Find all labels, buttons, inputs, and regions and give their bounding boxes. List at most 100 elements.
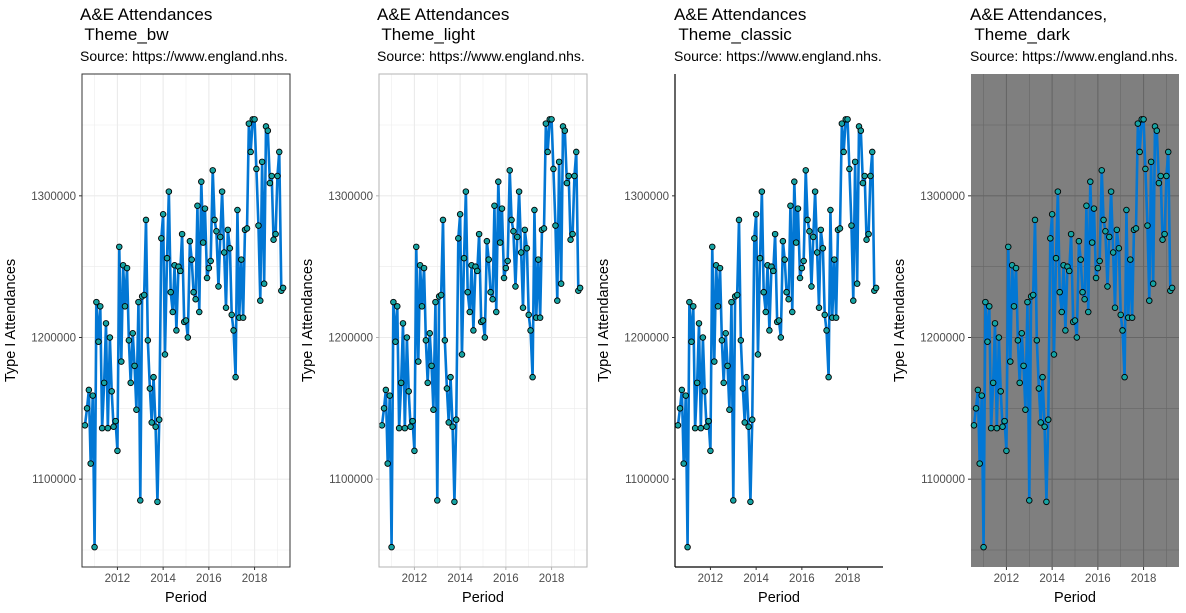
data-point xyxy=(142,216,150,224)
data-point xyxy=(1146,297,1153,304)
data-point xyxy=(148,419,155,426)
data-point xyxy=(104,424,112,432)
data-point xyxy=(506,167,513,174)
data-point xyxy=(705,417,712,425)
data-point xyxy=(743,373,750,381)
data-point xyxy=(424,379,431,387)
data-point xyxy=(781,256,788,263)
data-point xyxy=(1109,249,1117,256)
data-point xyxy=(733,291,741,299)
data-point xyxy=(865,230,872,238)
data-point xyxy=(982,298,989,306)
data-point xyxy=(274,172,281,180)
data-point xyxy=(701,388,708,395)
data-point xyxy=(443,385,451,392)
data-point xyxy=(207,257,214,265)
data-point xyxy=(264,127,272,134)
data-point xyxy=(791,178,798,185)
data-point xyxy=(394,303,401,310)
data-point xyxy=(135,298,142,306)
data-point xyxy=(110,423,117,431)
data-point xyxy=(1117,311,1124,319)
data-point xyxy=(1121,373,1128,381)
x-axis-label: Period xyxy=(165,590,207,606)
data-point xyxy=(161,351,169,358)
data-point xyxy=(848,222,855,229)
data-point xyxy=(707,447,714,455)
data-point xyxy=(863,236,870,243)
data-point xyxy=(1092,274,1100,282)
data-point xyxy=(1168,284,1176,292)
series-points xyxy=(378,116,584,551)
data-point xyxy=(428,362,435,370)
data-point xyxy=(388,543,395,551)
data-point xyxy=(552,222,559,229)
data-point xyxy=(813,249,821,256)
data-point xyxy=(831,256,838,263)
data-point xyxy=(1020,362,1027,370)
data-point xyxy=(91,543,98,551)
data-point xyxy=(268,172,275,180)
data-point xyxy=(986,303,993,310)
data-point xyxy=(496,239,504,246)
data-point xyxy=(825,373,832,381)
data-point xyxy=(703,423,710,431)
data-point xyxy=(1029,291,1037,299)
data-point xyxy=(1155,179,1163,187)
data-point xyxy=(859,179,867,187)
data-point xyxy=(789,308,796,316)
x-tick-label: 2014 xyxy=(1039,573,1065,585)
y-tick-label: 1300000 xyxy=(31,191,76,203)
data-point xyxy=(827,206,834,214)
data-point xyxy=(106,334,114,341)
data-point xyxy=(1096,257,1103,265)
data-point xyxy=(449,423,456,431)
data-point xyxy=(1062,327,1069,334)
data-point xyxy=(766,327,773,334)
data-point xyxy=(1066,267,1073,275)
data-point xyxy=(1147,158,1155,166)
panel-subtitle: Source: https://www.england.nhs. xyxy=(674,48,882,64)
data-point xyxy=(1037,419,1044,426)
data-point xyxy=(993,424,1001,432)
data-point xyxy=(1134,120,1142,127)
data-point xyxy=(209,167,216,174)
data-point xyxy=(230,327,237,334)
data-point xyxy=(405,388,412,395)
x-tick-label: 2012 xyxy=(698,573,724,585)
data-point xyxy=(498,205,506,212)
data-point xyxy=(118,358,125,365)
data-point xyxy=(561,127,569,134)
data-point xyxy=(1077,256,1084,263)
data-point xyxy=(245,120,253,127)
data-point xyxy=(228,311,235,319)
data-point xyxy=(840,148,847,156)
data-point xyxy=(232,373,239,381)
data-point xyxy=(462,188,470,195)
y-axis-label: Type I Attendances xyxy=(3,259,19,382)
data-point xyxy=(1106,233,1113,241)
data-point xyxy=(1003,447,1010,455)
x-axis-label: Period xyxy=(462,590,504,606)
data-point xyxy=(434,497,441,504)
data-point xyxy=(684,543,691,551)
data-point xyxy=(741,419,748,426)
data-point xyxy=(123,264,131,272)
data-point xyxy=(464,288,471,296)
data-point xyxy=(380,405,388,412)
data-point xyxy=(817,226,825,234)
data-point xyxy=(737,337,745,344)
x-tick-label: 2016 xyxy=(196,573,222,585)
data-point xyxy=(718,337,726,344)
panel-theme-bw: A&E Attendances Theme_bw Source: https:/… xyxy=(80,0,376,613)
data-point xyxy=(846,165,853,173)
data-point xyxy=(413,243,420,251)
data-point xyxy=(251,116,258,123)
data-point xyxy=(1007,358,1014,365)
panel-title: A&E Attendances Theme_classic xyxy=(674,5,807,44)
data-point xyxy=(571,172,578,180)
data-point xyxy=(1056,288,1063,296)
data-point xyxy=(114,447,121,455)
data-point xyxy=(844,116,851,123)
